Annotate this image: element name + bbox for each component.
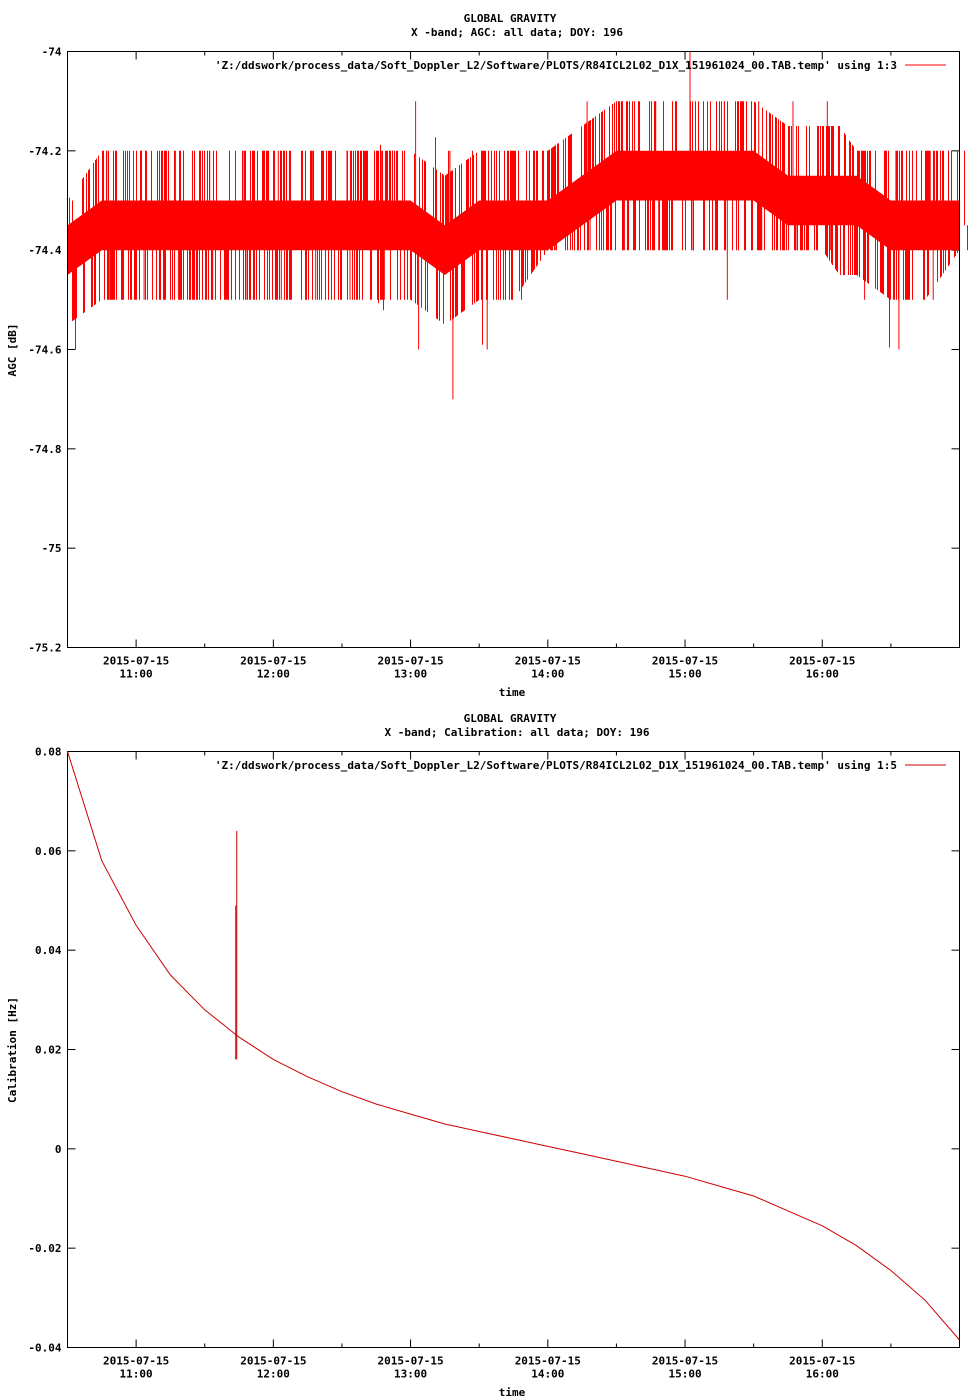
calibration-y-tick-label: -0.04 xyxy=(28,1342,61,1355)
calibration-x-tick-date: 2015-07-15 xyxy=(240,1355,306,1368)
calibration-x-tick-time: 16:00 xyxy=(806,1368,839,1381)
calibration-legend-label: 'Z:/ddswork/process_data/Soft_Doppler_L2… xyxy=(215,759,897,772)
agc-x-tick-time: 14:00 xyxy=(531,668,564,681)
agc-x-tick-time: 13:00 xyxy=(394,668,427,681)
agc-x-tick-time: 16:00 xyxy=(806,668,839,681)
calibration-x-tick-date: 2015-07-15 xyxy=(789,1355,855,1368)
calibration-x-tick-date: 2015-07-15 xyxy=(652,1355,718,1368)
calibration-series xyxy=(67,751,960,1341)
agc-subtitle: X -band; AGC: all data; DOY: 196 xyxy=(411,26,623,39)
calibration-curve xyxy=(67,751,960,1341)
calibration-y-axis-label: Calibration [Hz] xyxy=(6,997,19,1103)
agc-y-axis-label: AGC [dB] xyxy=(6,324,19,377)
calibration-y-tick-label: 0 xyxy=(55,1143,62,1156)
agc-noise-band xyxy=(68,101,959,348)
agc-x-tick-date: 2015-07-15 xyxy=(515,655,581,668)
agc-plot-frame xyxy=(67,51,960,648)
calibration-x-tick-date: 2015-07-15 xyxy=(377,1355,443,1368)
calibration-x-tick-date: 2015-07-15 xyxy=(515,1355,581,1368)
agc-x-tick-time: 12:00 xyxy=(257,668,290,681)
calibration-y-tick-label: 0.06 xyxy=(35,845,62,858)
agc-panel: GLOBAL GRAVITY X -band; AGC: all data; D… xyxy=(6,12,968,699)
agc-x-axis-label: time xyxy=(499,686,526,699)
agc-y-tick-label: -74.2 xyxy=(28,145,61,158)
calibration-x-tick-time: 12:00 xyxy=(257,1368,290,1381)
calibration-x-tick-time: 14:00 xyxy=(531,1368,564,1381)
agc-x-tick-time: 15:00 xyxy=(668,668,701,681)
calibration-y-tick-label: 0.02 xyxy=(35,1044,62,1057)
agc-y-tick-label: -75 xyxy=(42,542,62,555)
agc-x-tick-date: 2015-07-15 xyxy=(103,655,169,668)
agc-legend-label: 'Z:/ddswork/process_data/Soft_Doppler_L2… xyxy=(215,59,897,72)
agc-x-tick-time: 11:00 xyxy=(120,668,153,681)
agc-x-tick-date: 2015-07-15 xyxy=(377,655,443,668)
agc-y-tick-label: -74 xyxy=(42,46,62,59)
agc-extreme-spikes xyxy=(72,51,968,400)
calibration-x-tick-date: 2015-07-15 xyxy=(103,1355,169,1368)
agc-title: GLOBAL GRAVITY xyxy=(464,12,557,25)
agc-x-tick-date: 2015-07-15 xyxy=(789,655,855,668)
agc-x-ticks: 2015-07-1511:002015-07-1512:002015-07-15… xyxy=(67,51,960,681)
agc-y-tick-label: -74.4 xyxy=(28,244,61,257)
agc-y-tick-label: -74.6 xyxy=(28,344,61,357)
agc-x-tick-date: 2015-07-15 xyxy=(652,655,718,668)
calibration-x-tick-time: 13:00 xyxy=(394,1368,427,1381)
agc-noise-path xyxy=(68,101,959,348)
calibration-y-tick-label: -0.02 xyxy=(28,1242,61,1255)
agc-x-tick-date: 2015-07-15 xyxy=(240,655,306,668)
calibration-y-tick-label: 0.08 xyxy=(35,746,62,759)
calibration-x-ticks: 2015-07-1511:002015-07-1512:002015-07-15… xyxy=(67,751,960,1381)
agc-y-tick-label: -75.2 xyxy=(28,642,61,655)
calibration-x-axis-label: time xyxy=(499,1386,526,1399)
calibration-subtitle: X -band; Calibration: all data; DOY: 196 xyxy=(385,726,650,739)
calibration-title: GLOBAL GRAVITY xyxy=(464,712,557,725)
calibration-panel: GLOBAL GRAVITY X -band; Calibration: all… xyxy=(6,712,960,1399)
agc-series xyxy=(68,51,968,400)
calibration-y-tick-label: 0.04 xyxy=(35,944,62,957)
calibration-plot-frame xyxy=(67,751,960,1348)
calibration-y-ticks: 0.08 0.06 0.04 0.02 0 -0.02 -0.04 xyxy=(28,746,960,1355)
calibration-x-tick-time: 11:00 xyxy=(120,1368,153,1381)
agc-y-tick-label: -74.8 xyxy=(28,443,61,456)
agc-y-ticks: -74 -74.2 -74.4 -74.6 -74.8 -75 -75.2 xyxy=(28,46,960,655)
calibration-x-tick-time: 15:00 xyxy=(668,1368,701,1381)
